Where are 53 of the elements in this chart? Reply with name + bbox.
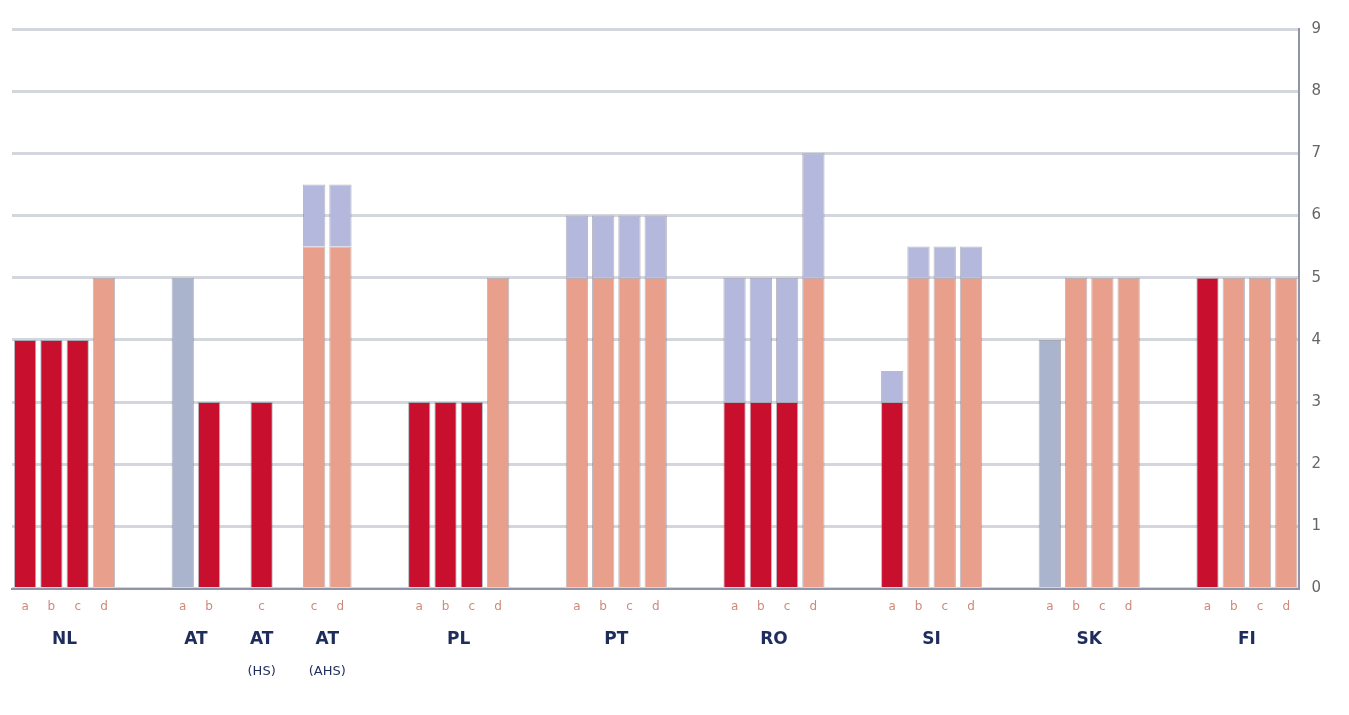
x-tick-label: c — [310, 598, 318, 613]
y-tick-label: 3 — [1311, 391, 1321, 410]
text: AT — [184, 627, 209, 648]
y-tick-label: 6 — [1311, 205, 1321, 224]
x-tick-label: c — [1256, 598, 1264, 613]
text: SI — [922, 627, 941, 648]
text: FI — [1237, 627, 1256, 648]
x-tick-label: a — [573, 598, 581, 613]
x-tick-label: d — [967, 598, 975, 613]
x-tick-label: b — [205, 598, 213, 613]
x-tick-label: d — [494, 598, 502, 613]
x-tick-label: c — [941, 598, 949, 613]
x-tick-label: b — [914, 598, 923, 613]
y-tick-label: 0 — [1311, 578, 1321, 597]
x-tick-label: d — [336, 598, 345, 613]
x-tick-label: d — [1124, 598, 1133, 613]
x-tick-label: b — [441, 598, 450, 613]
x-tick-label: b — [1229, 598, 1238, 613]
x-tick-label: c — [258, 598, 265, 613]
x-tick-label: a — [1203, 598, 1212, 613]
x-tick-label: b — [1072, 598, 1080, 613]
x-tick-label: b — [757, 598, 765, 613]
x-tick-label: d — [651, 598, 660, 613]
x-tick-label: c — [74, 598, 81, 613]
text: RO — [760, 627, 788, 648]
y-tick-label: 7 — [1311, 143, 1321, 162]
x-tick-label: c — [1099, 598, 1106, 613]
y-tick-label: 5 — [1311, 267, 1321, 286]
text: PT — [604, 627, 629, 648]
x-tick-label: b — [47, 598, 56, 613]
x-tick-label: c — [783, 598, 791, 613]
x-tick-label: a — [21, 598, 29, 613]
x-tick-label: d — [100, 598, 108, 613]
y-tick-label: 9 — [1311, 18, 1321, 37]
x-tick-label: c — [468, 598, 476, 613]
text: AT (HS) — [247, 627, 276, 678]
x-tick-label: c — [626, 598, 633, 613]
y-tick-label: 4 — [1311, 329, 1321, 348]
text: NL — [52, 627, 78, 648]
x-tick-label: d — [809, 598, 818, 613]
y-tick-label: 8 — [1311, 81, 1321, 100]
x-tick-label: b — [599, 598, 607, 613]
text: SK — [1076, 627, 1103, 648]
y-tick-label: 1 — [1311, 516, 1321, 535]
x-tick-label: a — [888, 598, 896, 613]
y-tick-label: 2 — [1311, 454, 1321, 473]
x-tick-label: a — [730, 598, 739, 613]
x-tick-label: a — [1046, 598, 1054, 613]
x-tick-label: d — [1282, 598, 1291, 613]
text: AT (AHS) — [308, 627, 346, 678]
text: PL — [447, 627, 471, 648]
x-tick-label: a — [179, 598, 187, 613]
x-tick-label: a — [415, 598, 423, 613]
